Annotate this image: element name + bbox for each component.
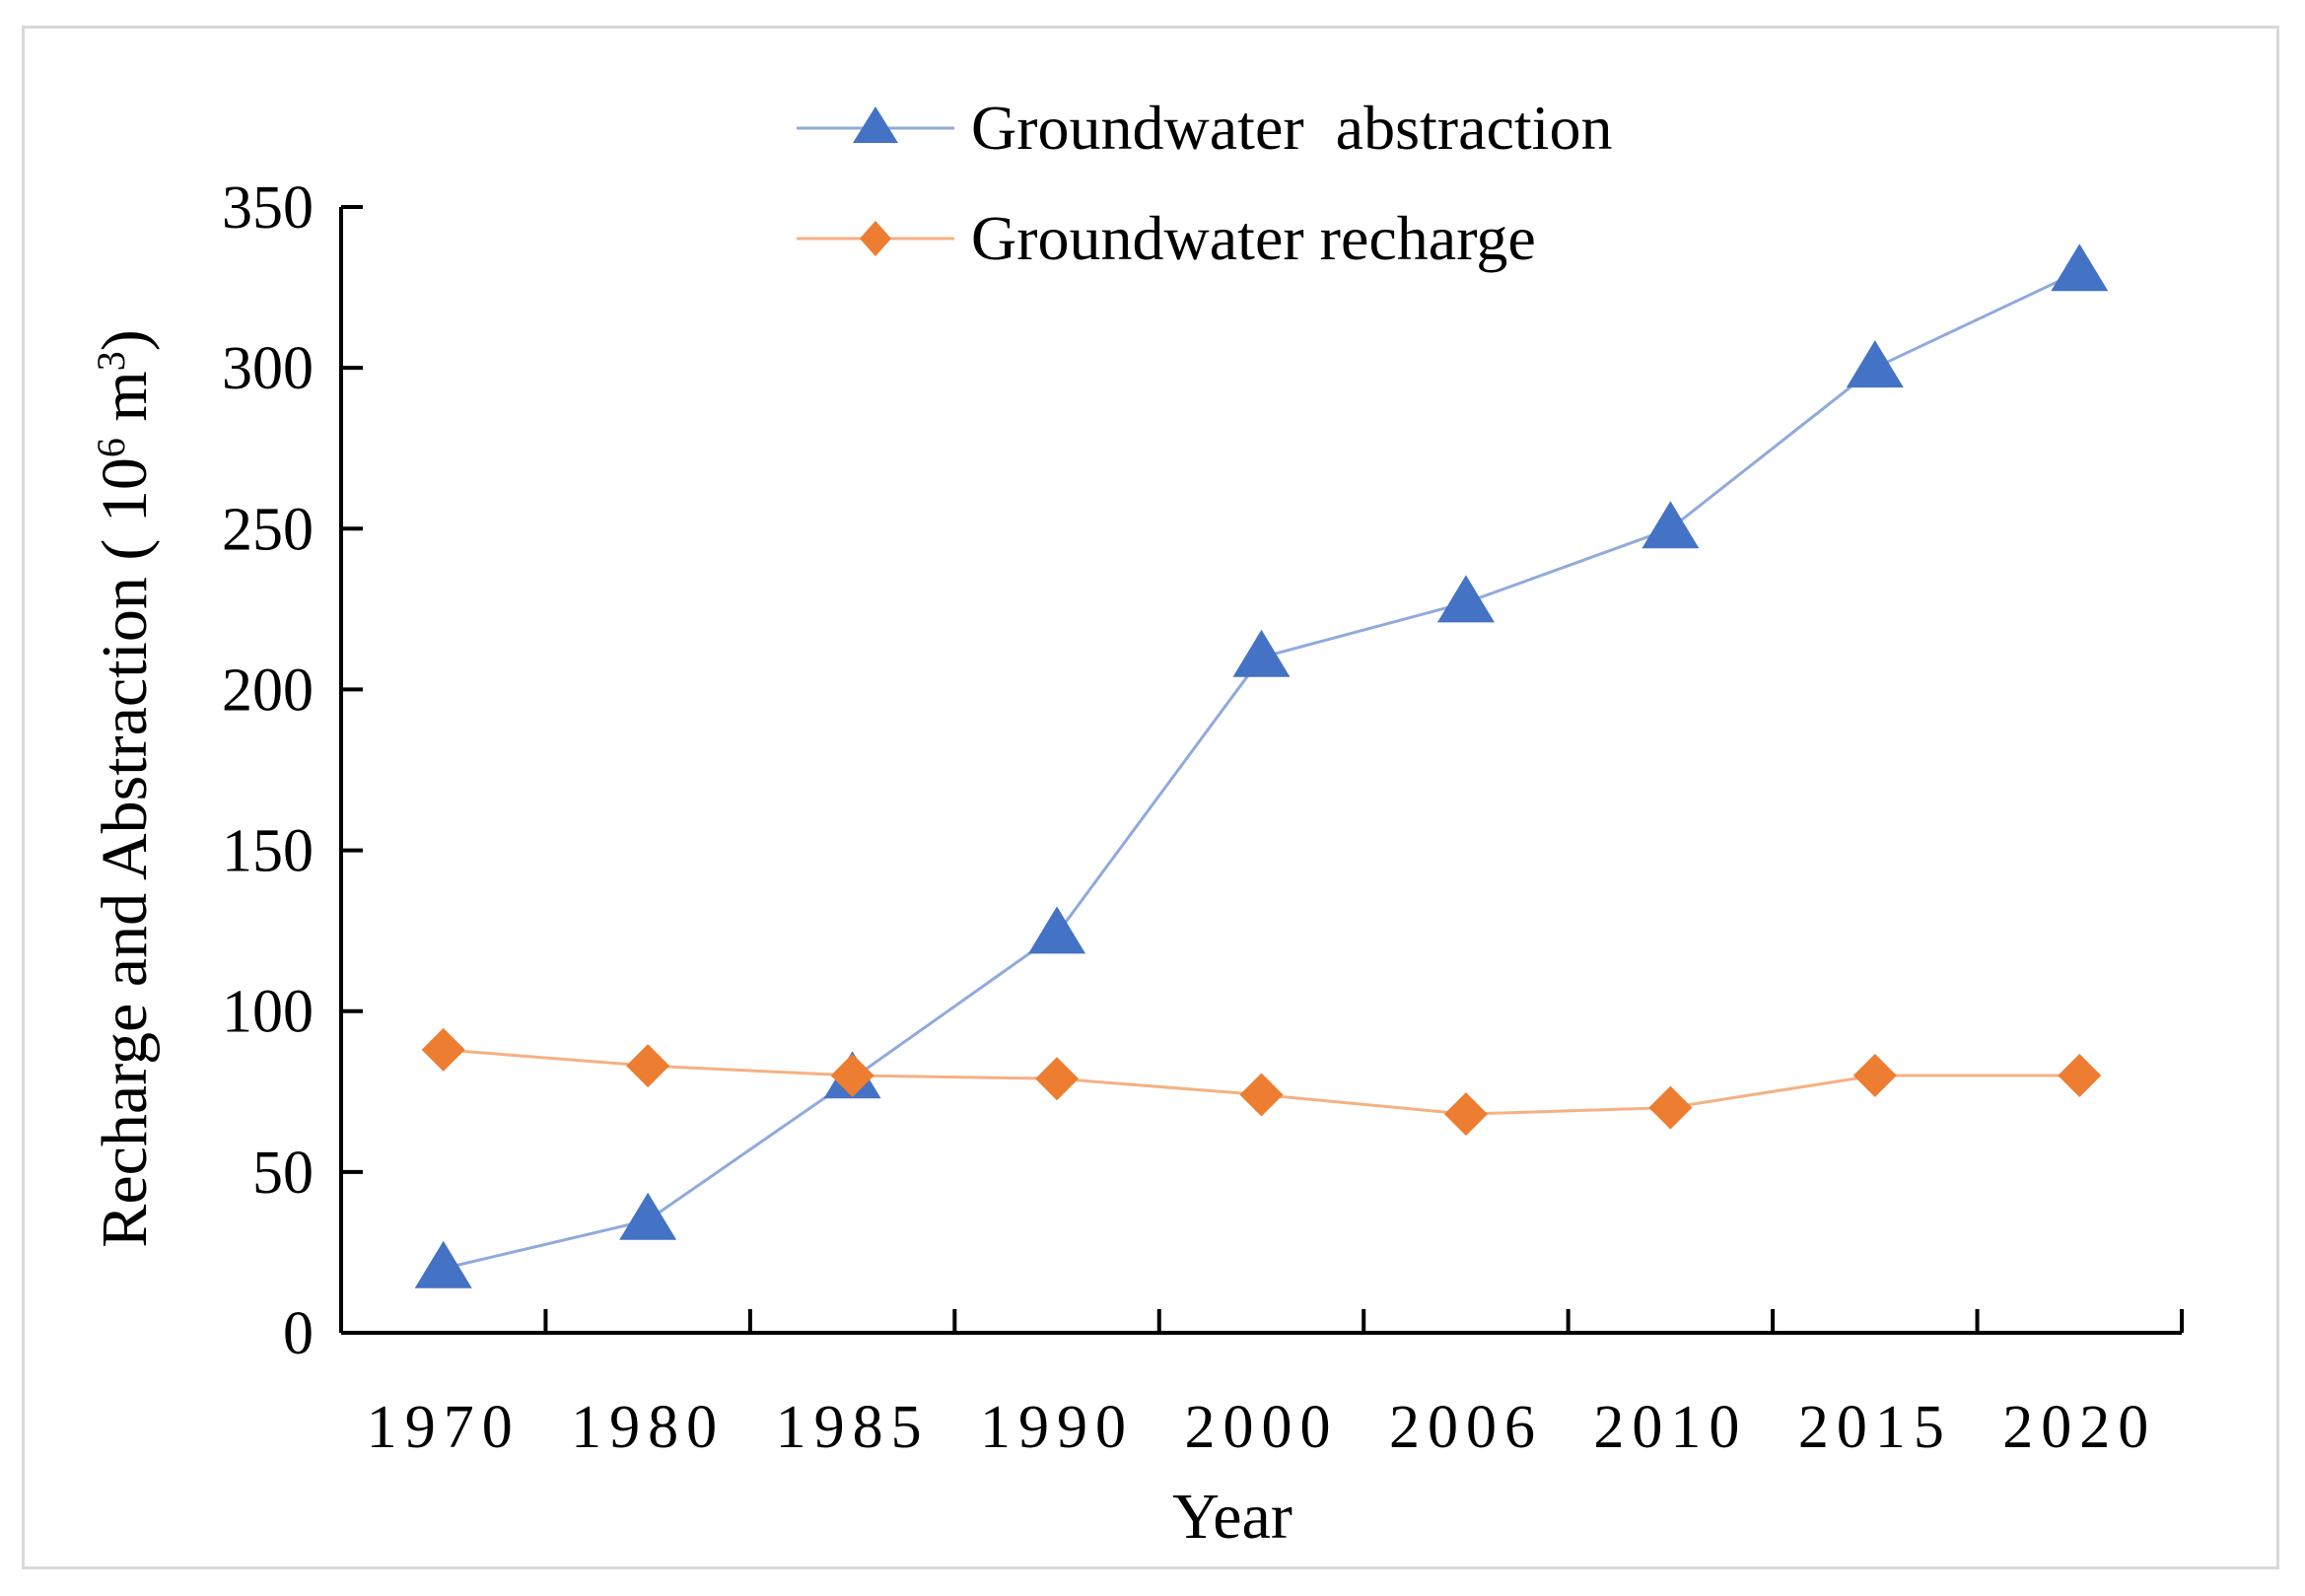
data-point-diamond <box>1035 1057 1080 1101</box>
data-point-triangle <box>1232 629 1291 677</box>
data-point-diamond <box>1648 1085 1693 1130</box>
y-tick-label: 350 <box>222 174 314 242</box>
data-point-diamond <box>1443 1092 1488 1137</box>
data-point-triangle <box>619 1192 677 1240</box>
y-tick-label: 50 <box>252 1140 314 1207</box>
legend: Groundwater abstraction Groundwater rech… <box>797 93 1612 273</box>
x-tick-label: 1970 <box>367 1394 521 1461</box>
series-abstraction <box>414 243 2109 1288</box>
legend-entry-abstraction: Groundwater abstraction <box>797 93 1612 163</box>
data-point-triangle <box>1846 340 1904 388</box>
x-tick-label: 1990 <box>980 1394 1134 1461</box>
data-point-triangle <box>2051 243 2109 292</box>
chart-frame <box>22 26 2279 1569</box>
x-tick-label: 1980 <box>571 1394 725 1461</box>
y-axis-title: Recharge and Abstraction ( 106 m3) <box>89 329 162 1247</box>
x-tick-label: 2010 <box>1593 1394 1747 1461</box>
y-tick-label: 200 <box>222 657 314 724</box>
series-recharge <box>421 1027 2102 1137</box>
x-axis-title: Year <box>1172 1481 1292 1553</box>
data-point-diamond <box>626 1044 670 1088</box>
series <box>414 243 2109 1288</box>
data-point-diamond <box>2058 1053 2102 1097</box>
x-tick-label: 2006 <box>1389 1394 1543 1461</box>
data-point-triangle <box>1436 575 1495 623</box>
y-tick-label: 0 <box>283 1300 314 1367</box>
legend-label-abstraction: Groundwater abstraction <box>971 93 1612 163</box>
y-axis-ticks: 0 50 100 150 200 250 300 350 <box>222 174 363 1367</box>
x-tick-label: 1985 <box>776 1394 930 1461</box>
y-tick-label: 100 <box>222 979 314 1046</box>
legend-diamond-icon <box>860 221 891 256</box>
data-point-diamond <box>1239 1073 1284 1117</box>
data-point-triangle <box>414 1240 472 1288</box>
data-point-triangle <box>1028 906 1086 954</box>
legend-triangle-icon <box>853 106 898 143</box>
legend-entry-recharge: Groundwater recharge <box>797 203 1536 273</box>
data-point-diamond <box>421 1027 465 1072</box>
x-tick-label: 2020 <box>2002 1394 2156 1461</box>
x-tick-label: 2000 <box>1185 1394 1339 1461</box>
legend-label-recharge: Groundwater recharge <box>971 203 1536 273</box>
x-tick-label: 2015 <box>1798 1394 1952 1461</box>
y-tick-label: 300 <box>222 335 314 402</box>
data-point-triangle <box>1641 501 1700 549</box>
data-point-diamond <box>830 1053 874 1097</box>
y-tick-label: 250 <box>222 496 314 563</box>
data-point-diamond <box>1852 1053 1897 1097</box>
axes <box>339 207 2182 1335</box>
y-tick-label: 150 <box>222 818 314 885</box>
x-axis-ticks: 1970 1980 1985 1990 2000 2006 2010 2015 2020 <box>367 1309 2184 1461</box>
series-line <box>443 269 2080 1271</box>
